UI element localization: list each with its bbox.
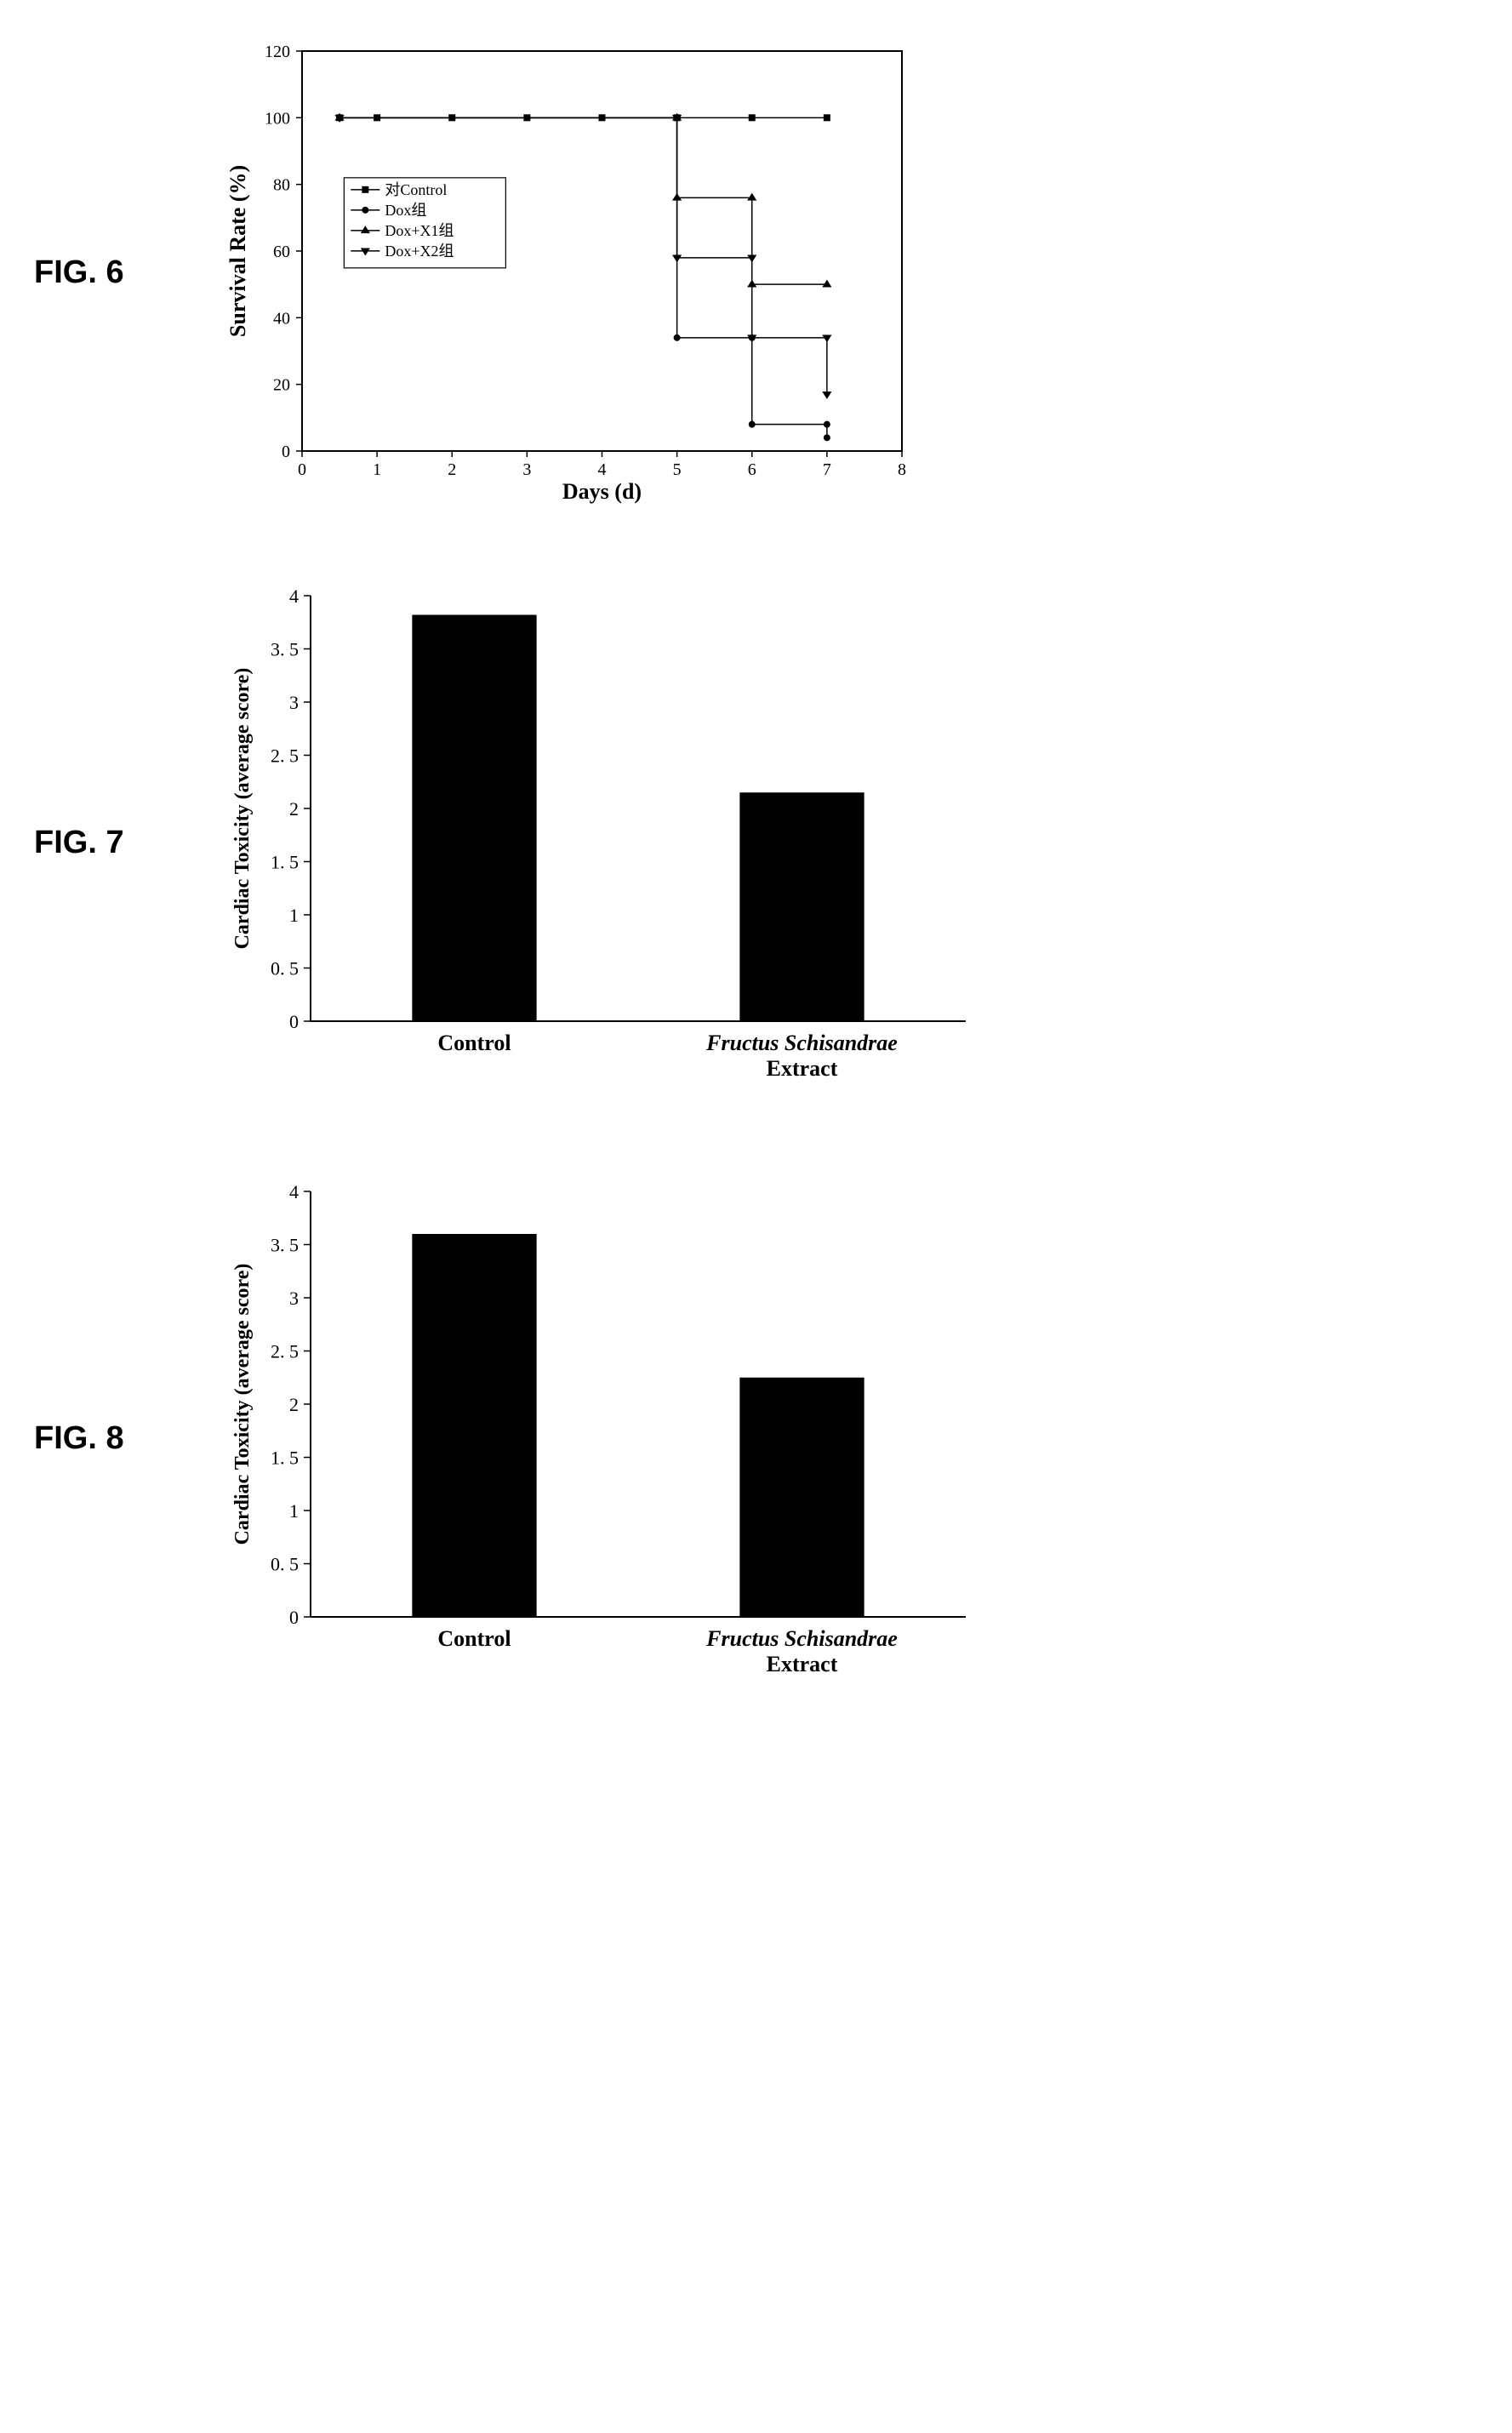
figure-6-block: FIG. 6 012345678020406080100120Days (d)S… [34, 34, 1478, 511]
svg-text:8: 8 [898, 460, 906, 479]
svg-text:1. 5: 1. 5 [271, 1448, 299, 1469]
svg-text:1: 1 [373, 460, 381, 479]
svg-text:2. 5: 2. 5 [271, 1341, 299, 1362]
svg-text:2: 2 [289, 798, 299, 820]
svg-text:0: 0 [289, 1607, 299, 1628]
svg-text:1: 1 [289, 1500, 299, 1522]
svg-text:Dox+X1组: Dox+X1组 [385, 222, 454, 239]
svg-text:1. 5: 1. 5 [271, 852, 299, 873]
svg-text:Fructus Schisandrae: Fructus Schisandrae [705, 1031, 898, 1055]
svg-text:20: 20 [273, 376, 290, 395]
svg-text:Days (d): Days (d) [562, 479, 642, 504]
svg-text:Cardiac Toxicity (average scor: Cardiac Toxicity (average score) [231, 1264, 254, 1545]
figure-7-chart: 0 0. 5 1 1. 5 2 2. 5 3 3. 5 4 Control Fructus Schi… [221, 579, 987, 1106]
figure-8-chart: 0 0. 5 1 1. 5 2 2. 5 3 3. 5 4 Control Fructus Schi… [221, 1174, 987, 1702]
svg-text:Control: Control [437, 1626, 511, 1651]
svg-text:3: 3 [522, 460, 531, 479]
svg-text:1: 1 [289, 905, 299, 926]
figure-7-block: FIG. 7 0 0. 5 1 1. 5 2 2. 5 3 3. 5 4 Control Fruct… [34, 579, 1478, 1106]
svg-text:100: 100 [265, 109, 290, 128]
svg-text:4: 4 [289, 585, 299, 607]
svg-text:2: 2 [289, 1394, 299, 1415]
svg-text:Fructus Schisandrae: Fructus Schisandrae [705, 1626, 898, 1651]
svg-text:Extract: Extract [767, 1056, 838, 1081]
svg-text:0. 5: 0. 5 [271, 1554, 299, 1575]
svg-text:Extract: Extract [767, 1652, 838, 1676]
svg-text:2: 2 [448, 460, 456, 479]
figure-6-label: FIG. 6 [34, 254, 221, 291]
svg-text:Dox+X2组: Dox+X2组 [385, 243, 454, 260]
svg-text:40: 40 [273, 309, 290, 328]
svg-text:Control: Control [437, 1031, 511, 1055]
svg-text:3. 5: 3. 5 [271, 1235, 299, 1256]
svg-text:3: 3 [289, 1288, 299, 1309]
svg-text:对Control: 对Control [385, 181, 447, 198]
svg-text:3: 3 [289, 692, 299, 713]
svg-text:2. 5: 2. 5 [271, 745, 299, 767]
svg-text:5: 5 [673, 460, 682, 479]
svg-text:4: 4 [289, 1181, 299, 1202]
svg-text:7: 7 [823, 460, 831, 479]
svg-text:60: 60 [273, 243, 290, 261]
svg-text:Cardiac Toxicity (average scor: Cardiac Toxicity (average score) [231, 668, 254, 950]
svg-text:6: 6 [748, 460, 756, 479]
svg-text:Dox组: Dox组 [385, 202, 426, 219]
svg-text:4: 4 [598, 460, 607, 479]
svg-text:Survival Rate (%): Survival Rate (%) [225, 165, 250, 337]
svg-text:80: 80 [273, 176, 290, 195]
svg-text:0. 5: 0. 5 [271, 958, 299, 979]
figure-8-block: FIG. 8 0 0. 5 1 1. 5 2 2. 5 3 3. 5 4 Control Fruct… [34, 1174, 1478, 1702]
figure-6-chart: 012345678020406080100120Days (d)Survival… [221, 34, 919, 511]
figure-8-label: FIG. 8 [34, 1420, 221, 1457]
svg-text:0: 0 [289, 1011, 299, 1032]
figure-7-label: FIG. 7 [34, 825, 221, 861]
svg-text:0: 0 [282, 443, 290, 461]
svg-text:120: 120 [265, 43, 290, 61]
svg-text:0: 0 [298, 460, 306, 479]
svg-text:3. 5: 3. 5 [271, 639, 299, 660]
